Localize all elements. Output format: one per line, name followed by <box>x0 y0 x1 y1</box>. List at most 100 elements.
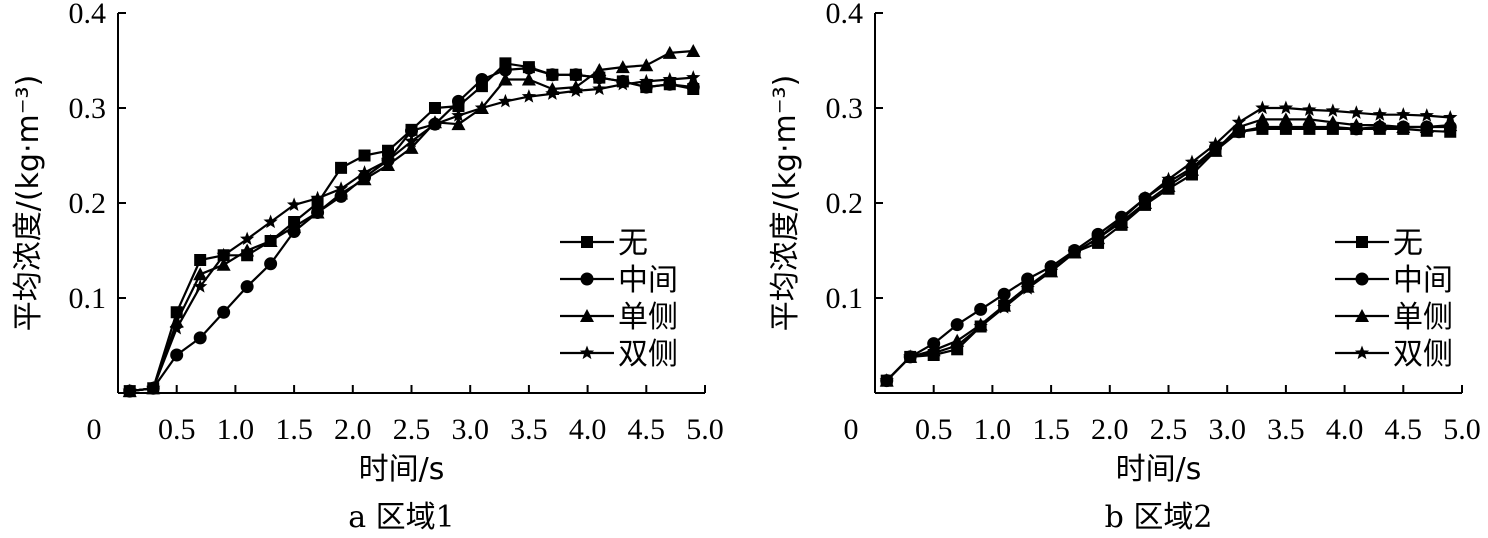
series-square <box>123 57 700 398</box>
y-tick-label: 0.3 <box>826 92 864 125</box>
data-point <box>404 140 419 154</box>
data-point <box>1161 178 1176 192</box>
x-tick-label: 1.0 <box>217 413 255 446</box>
data-point <box>287 219 302 233</box>
data-point <box>950 318 964 332</box>
data-point <box>569 68 583 82</box>
x-tick-label: 3.5 <box>1267 413 1305 446</box>
data-point <box>358 149 371 162</box>
x-tick-label: 1.5 <box>275 413 313 446</box>
data-point <box>926 345 941 360</box>
legend-marker <box>580 309 594 322</box>
data-point <box>404 133 419 148</box>
series-line <box>129 62 694 393</box>
data-point <box>1231 114 1247 129</box>
data-point <box>194 254 207 266</box>
data-point <box>1372 107 1387 121</box>
data-point <box>310 205 325 219</box>
y-tick-label: 0.3 <box>69 92 107 125</box>
y-axis-label: 平均浓度/(kg·m⁻³) <box>11 75 46 332</box>
series-line <box>129 66 694 393</box>
x-tick-label: 0.5 <box>915 413 953 446</box>
legend-marker <box>581 236 593 248</box>
series-triangle <box>879 112 1458 387</box>
data-point <box>1067 244 1082 259</box>
x-tick-label: 0 <box>87 413 102 446</box>
data-point <box>1255 100 1270 115</box>
data-point <box>1396 120 1411 133</box>
series-line <box>129 49 694 393</box>
data-point <box>521 72 536 86</box>
data-point <box>240 280 254 294</box>
data-point <box>170 348 184 362</box>
data-point <box>1090 230 1106 245</box>
data-point <box>1043 263 1059 278</box>
data-point <box>997 287 1011 301</box>
data-point <box>475 73 489 86</box>
data-point <box>1231 120 1246 133</box>
data-point <box>335 161 348 174</box>
data-point <box>568 83 583 97</box>
legend-label: 中间 <box>618 263 678 298</box>
data-point <box>427 116 443 131</box>
legend-label: 单侧 <box>1393 300 1453 335</box>
data-point <box>357 165 372 179</box>
data-point <box>451 108 466 122</box>
x-tick-label: 5.0 <box>1443 413 1481 446</box>
x-tick-label: 4.5 <box>1385 413 1423 446</box>
data-point <box>1184 154 1200 169</box>
data-point <box>498 72 513 86</box>
x-tick-label: 3.0 <box>451 413 489 446</box>
x-axis-label: 时间/s <box>1116 452 1202 487</box>
data-point <box>1419 108 1434 122</box>
series-line <box>885 125 1451 382</box>
series-triangle <box>122 44 701 398</box>
data-point <box>1372 118 1387 132</box>
data-point <box>193 267 208 281</box>
legend-label: 中间 <box>1393 263 1453 298</box>
data-point <box>381 158 396 171</box>
data-point <box>545 68 559 82</box>
data-point <box>1278 112 1293 126</box>
data-point <box>879 373 894 387</box>
data-point <box>1184 162 1199 176</box>
x-tick-label: 4.0 <box>569 413 607 446</box>
legend-label: 无 <box>618 226 648 261</box>
data-point <box>1278 100 1294 115</box>
data-point <box>1302 112 1317 126</box>
data-point <box>1302 102 1317 116</box>
series-star <box>122 70 701 398</box>
x-tick-label: 3.5 <box>510 413 548 446</box>
data-point <box>382 144 395 157</box>
data-point <box>263 234 278 247</box>
data-point <box>545 86 560 100</box>
panel-caption: a 区域1 <box>348 500 455 535</box>
data-point <box>264 257 278 271</box>
data-point <box>1137 190 1153 205</box>
y-tick-label: 0.4 <box>826 0 864 30</box>
legend-marker <box>1355 309 1369 322</box>
x-axis-label: 时间/s <box>359 452 445 487</box>
data-point <box>950 338 965 352</box>
data-point <box>216 257 231 271</box>
x-tick-label: 1.0 <box>974 413 1012 446</box>
x-tick-label: 2.0 <box>1091 413 1129 446</box>
x-tick-label: 1.5 <box>1032 413 1070 446</box>
data-point <box>405 124 418 138</box>
legend-marker <box>1354 345 1370 360</box>
x-tick-label: 0.5 <box>158 413 196 446</box>
legend-marker <box>1355 272 1369 286</box>
series-square <box>880 122 1457 387</box>
data-point <box>498 63 512 77</box>
data-point <box>1161 171 1176 186</box>
data-point <box>357 172 372 186</box>
data-point <box>1349 105 1364 119</box>
legend-label: 无 <box>1393 226 1423 261</box>
legend-label: 双侧 <box>618 337 678 372</box>
data-point <box>333 181 349 195</box>
series-circle <box>880 120 1457 388</box>
data-point <box>686 80 700 94</box>
data-point <box>428 102 441 114</box>
data-point <box>662 45 677 59</box>
data-point <box>146 380 161 395</box>
